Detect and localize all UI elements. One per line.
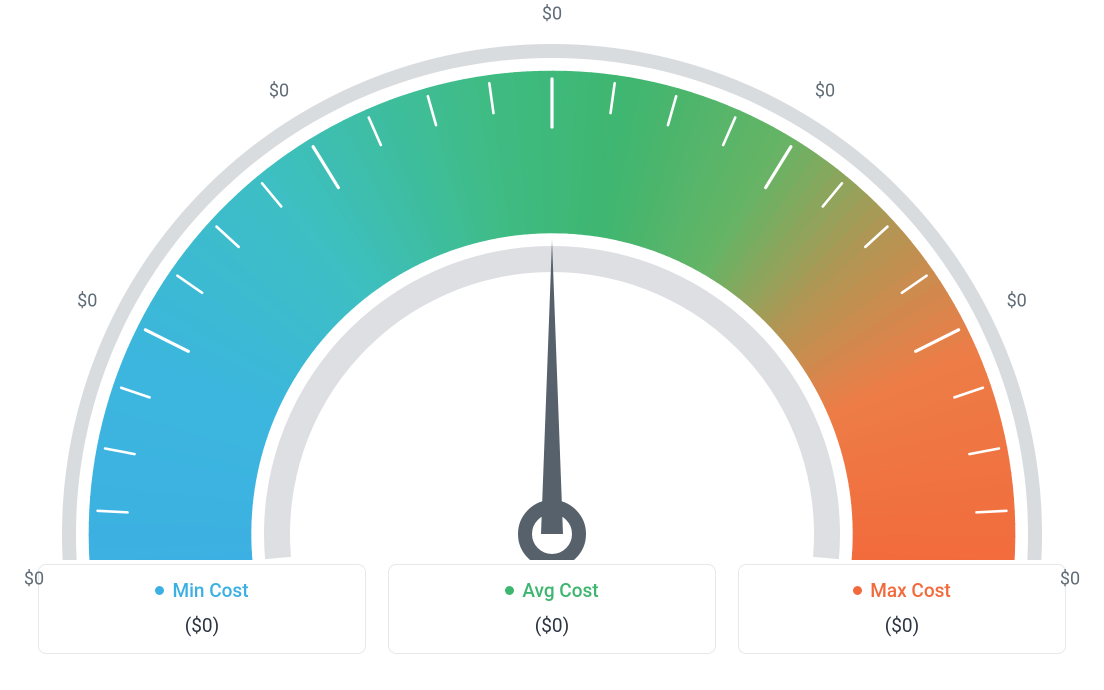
legend-card-max: Max Cost ($0) [738, 564, 1066, 654]
legend-value-avg: ($0) [399, 614, 705, 637]
legend-value-min: ($0) [49, 614, 355, 637]
legend-card-avg: Avg Cost ($0) [388, 564, 716, 654]
gauge-scale-label: $0 [1007, 290, 1027, 311]
legend-dot-max [853, 586, 862, 595]
legend-title-avg: Avg Cost [505, 579, 598, 602]
gauge-scale-label: $0 [77, 290, 97, 311]
gauge-scale-label: $0 [542, 4, 562, 25]
gauge-scale-label: $0 [815, 81, 835, 102]
legend-label-min: Min Cost [172, 579, 248, 602]
legend-title-max: Max Cost [853, 579, 950, 602]
gauge-scale-label: $0 [24, 569, 44, 590]
gauge-scale-label: $0 [269, 81, 289, 102]
legend-dot-avg [505, 586, 514, 595]
gauge-chart: $0$0$0$0$0$0$0 [0, 0, 1104, 560]
gauge-svg [34, 14, 1070, 560]
legend-title-min: Min Cost [155, 579, 248, 602]
legend-label-avg: Avg Cost [522, 579, 598, 602]
gauge-scale-label: $0 [1060, 569, 1080, 590]
legend-dot-min [155, 586, 164, 595]
legend-card-min: Min Cost ($0) [38, 564, 366, 654]
legend-label-max: Max Cost [870, 579, 950, 602]
legend-row: Min Cost ($0) Avg Cost ($0) Max Cost ($0… [0, 564, 1104, 654]
legend-value-max: ($0) [749, 614, 1055, 637]
